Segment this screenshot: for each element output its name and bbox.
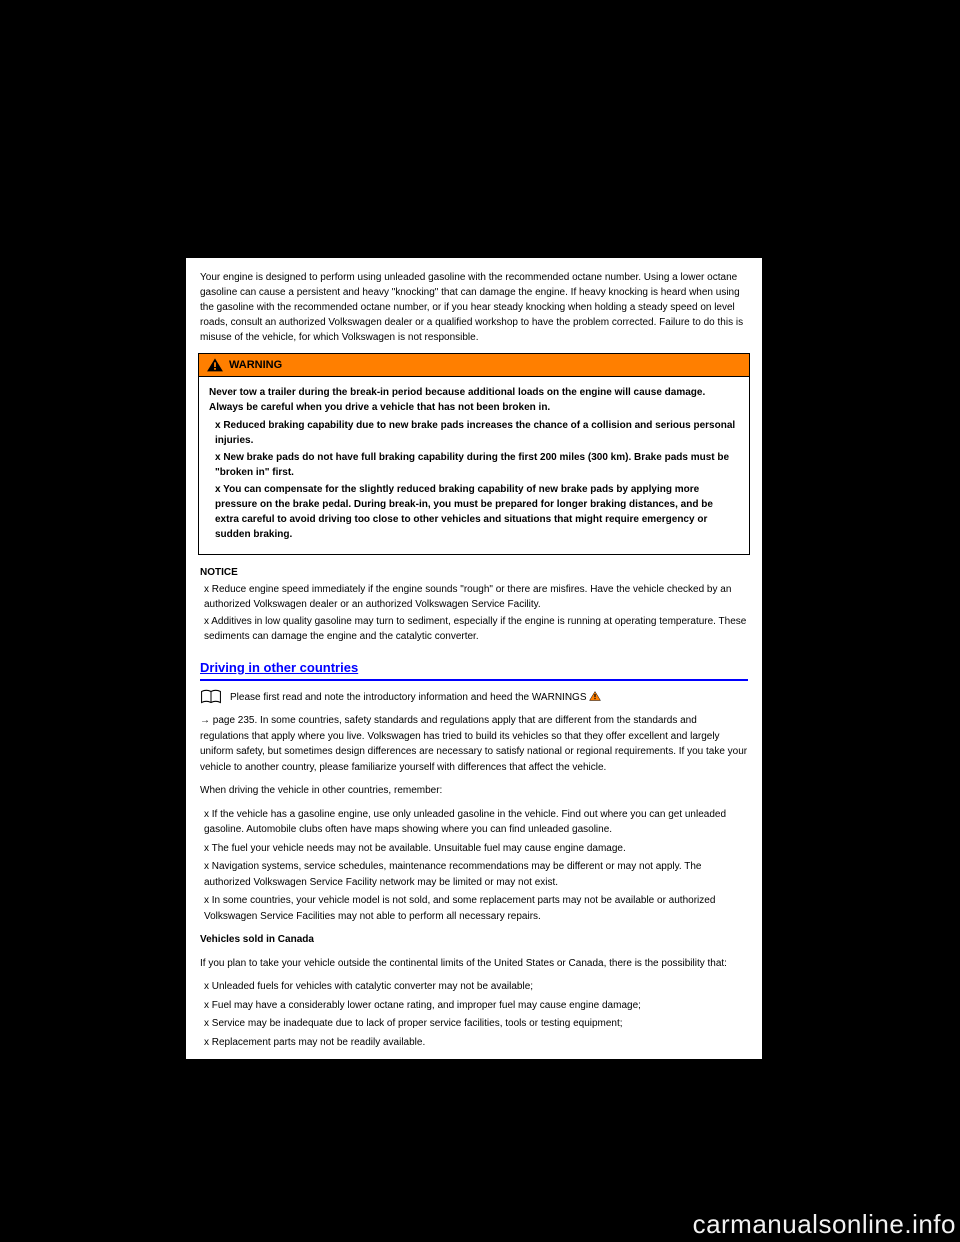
list-item: x If the vehicle has a gasoline engine, … [204, 807, 748, 838]
list-item: x The fuel your vehicle needs may not be… [204, 841, 748, 857]
body-p1: When driving the vehicle in other countr… [200, 783, 748, 799]
intro-text: Please first read and note the introduct… [230, 691, 601, 703]
preamble-text: Your engine is designed to perform using… [186, 258, 762, 353]
list-item: x Replacement parts may not be readily a… [204, 1035, 748, 1051]
notice-item: x Additives in low quality gasoline may … [204, 614, 748, 644]
warning-header: WARNING [199, 354, 749, 377]
warning-lead: Never tow a trailer during the break-in … [209, 385, 739, 415]
subhead: Vehicles sold in Canada [200, 932, 748, 948]
notice-item: x Reduce engine speed immediately if the… [204, 582, 748, 612]
warning-triangle-icon [207, 358, 223, 372]
body-list1: x If the vehicle has a gasoline engine, … [200, 807, 748, 925]
list-item: x Fuel may have a considerably lower oct… [204, 998, 748, 1014]
watermark: carmanualsonline.info [693, 1209, 956, 1240]
inline-warning-icon [589, 691, 601, 701]
body-list2: x Unleaded fuels for vehicles with catal… [200, 979, 748, 1050]
body-p2: If you plan to take your vehicle outside… [200, 956, 748, 972]
bottom-spacer [186, 1053, 762, 1059]
section-rule [200, 679, 748, 681]
warning-box: WARNING Never tow a trailer during the b… [198, 353, 750, 555]
list-item: x In some countries, your vehicle model … [204, 893, 748, 924]
document-page: Your engine is designed to perform using… [186, 258, 762, 1059]
section-heading: Driving in other countries [200, 660, 748, 677]
notice-list: x Reduce engine speed immediately if the… [200, 582, 748, 644]
warning-item: x Reduced braking capability due to new … [213, 418, 739, 448]
list-item: x Navigation systems, service schedules,… [204, 859, 748, 890]
warning-label: WARNING [229, 359, 282, 371]
list-item: x Service may be inadequate due to lack … [204, 1016, 748, 1032]
notice-block: NOTICE x Reduce engine speed immediately… [200, 565, 748, 644]
notice-label: NOTICE [200, 565, 748, 580]
book-icon [200, 689, 222, 705]
warning-item: x You can compensate for the slightly re… [213, 482, 739, 542]
list-item: x Unleaded fuels for vehicles with catal… [204, 979, 748, 995]
intro-row: Please first read and note the introduct… [200, 689, 748, 705]
intro-ref: → page 235 [200, 715, 255, 726]
warning-body: Never tow a trailer during the break-in … [199, 377, 749, 554]
intro-suffix: . In some countries, safety standards an… [200, 715, 747, 773]
intro-continuation: → page 235. In some countries, safety st… [200, 713, 748, 775]
warning-item: x New brake pads do not have full brakin… [213, 450, 739, 480]
warning-list: x Reduced braking capability due to new … [209, 418, 739, 542]
